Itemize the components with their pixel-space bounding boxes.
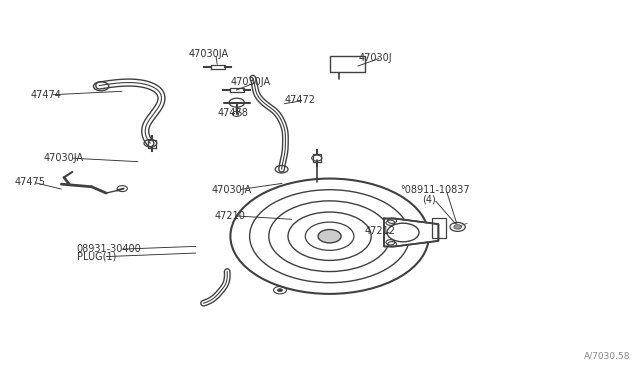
Text: 47475: 47475 [14, 177, 45, 187]
Text: 47030J: 47030J [358, 53, 392, 62]
Text: 47030JA: 47030JA [189, 49, 229, 59]
Text: 47210: 47210 [214, 211, 245, 221]
Polygon shape [384, 219, 438, 247]
Text: 47212: 47212 [365, 227, 396, 236]
Text: 47472: 47472 [285, 96, 316, 105]
Bar [330, 56, 365, 72]
Text: 47030JA: 47030JA [230, 77, 271, 87]
Text: PLUG(1): PLUG(1) [77, 252, 116, 262]
Circle shape [454, 225, 461, 229]
Bar [432, 218, 446, 238]
Text: 47030JA: 47030JA [44, 153, 84, 163]
Circle shape [278, 289, 283, 292]
Text: 47474: 47474 [31, 90, 61, 100]
Text: (4): (4) [422, 194, 436, 204]
Text: A/7030.58: A/7030.58 [584, 351, 630, 360]
Text: °08911-10837: °08911-10837 [400, 185, 470, 195]
Circle shape [318, 230, 341, 243]
Text: 08931-30400: 08931-30400 [77, 244, 141, 254]
Text: 47030JA: 47030JA [211, 185, 252, 195]
Text: 47478: 47478 [218, 109, 248, 118]
